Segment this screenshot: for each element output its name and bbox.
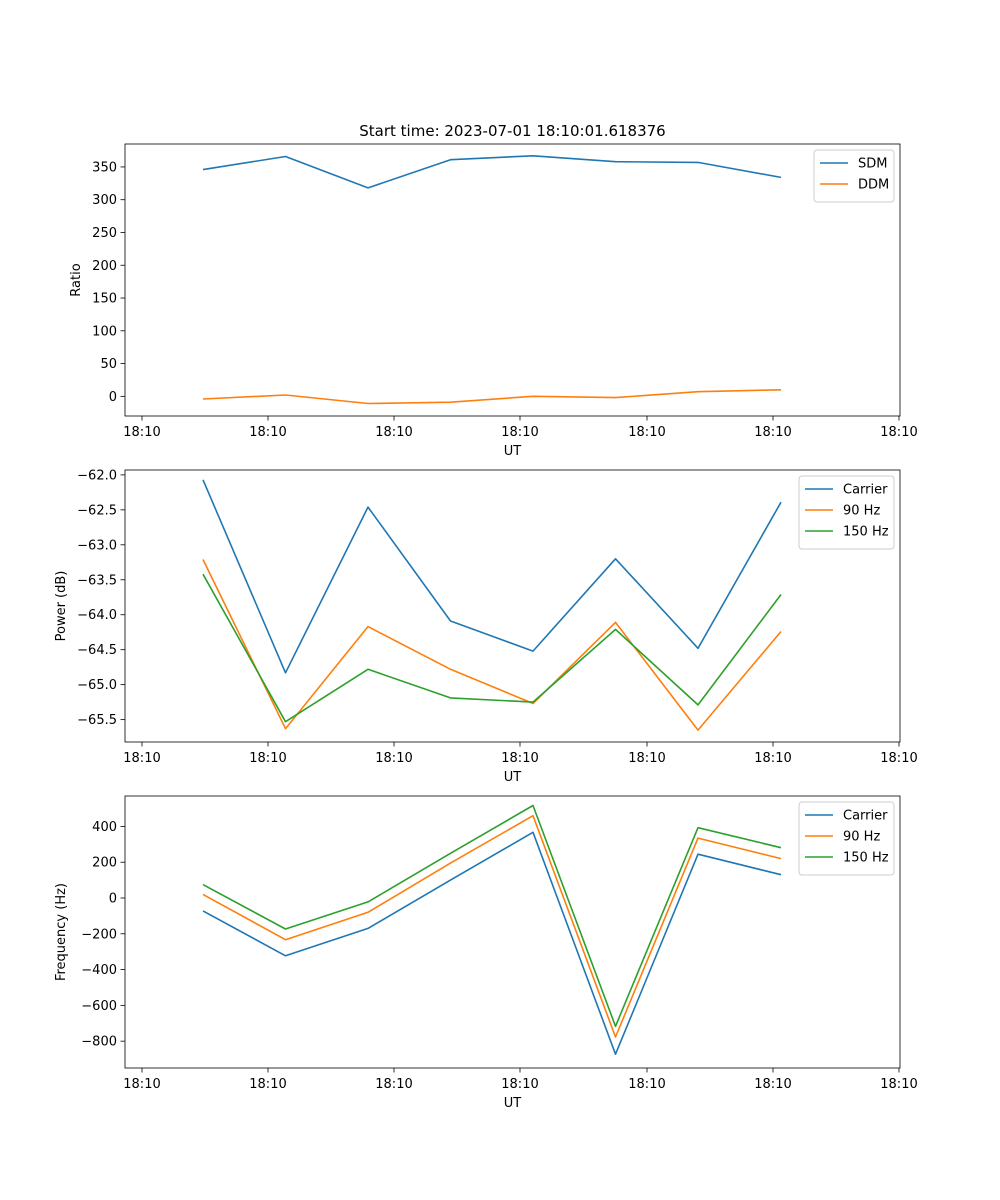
figure-title: Start time: 2023-07-01 18:10:01.618376 [359, 122, 665, 140]
axes-frame [124, 795, 901, 1069]
legend-label: 90 Hz [843, 830, 880, 845]
legend: Carrier 90 Hz 150 Hz [798, 475, 895, 550]
legend-label: Carrier [843, 809, 888, 824]
x-tick-label: 18:10 [501, 1077, 538, 1092]
y-axis-label: Ratio [69, 263, 84, 296]
x-tick-label: 18:10 [754, 425, 791, 440]
x-axis-label: UT [504, 1096, 522, 1111]
legend-label: 150 Hz [843, 525, 889, 540]
x-tick-label: 18:10 [501, 751, 538, 766]
x-tick-label: 18:10 [628, 751, 665, 766]
panels: 18:10 18:10 18:10 18:10 18:10 18:10 18:10 0 50 10… [54, 143, 918, 1111]
series-line-ddm [202, 389, 782, 405]
y-tick-label: −200 [81, 927, 117, 942]
y-tick-label: 0 [109, 892, 117, 907]
y-tick-label: 300 [92, 193, 117, 208]
legend-label: SDM [858, 157, 887, 172]
x-tick-label: 18:10 [123, 751, 160, 766]
x-axis-label: UT [504, 770, 522, 785]
legend-label: 150 Hz [843, 851, 889, 866]
legend-label: DDM [858, 178, 889, 193]
series-line-150-hz [202, 573, 782, 723]
y-tick-label: −63.0 [77, 538, 117, 553]
legend: SDM DDM [813, 149, 895, 203]
x-tick-label: 18:10 [249, 751, 286, 766]
axes-frame [124, 143, 901, 417]
y-tick-label: −65.0 [77, 678, 117, 693]
x-tick-label: 18:10 [375, 1077, 412, 1092]
y-tick-label: −800 [81, 1035, 117, 1050]
chart-panel-3: 18:10 18:10 18:10 18:10 18:10 18:10 18:10 −800 −… [54, 795, 918, 1111]
x-tick-label: 18:10 [628, 1077, 665, 1092]
y-tick-label: −63.5 [77, 573, 117, 588]
x-tick-label: 18:10 [375, 425, 412, 440]
y-tick-label: 250 [92, 226, 117, 241]
y-tick-label: −62.0 [77, 468, 117, 483]
x-tick-label: 18:10 [628, 425, 665, 440]
x-tick-label: 18:10 [375, 751, 412, 766]
y-tick-label: 350 [92, 160, 117, 175]
x-tick-label: 18:10 [123, 425, 160, 440]
x-tick-label: 18:10 [880, 1077, 917, 1092]
y-tick-label: 100 [92, 324, 117, 339]
x-tick-label: 18:10 [754, 751, 791, 766]
y-tick-label: 0 [109, 390, 117, 405]
series-line-90-hz [202, 559, 782, 731]
x-tick-label: 18:10 [249, 425, 286, 440]
x-tick-label: 18:10 [880, 425, 917, 440]
y-tick-label: −400 [81, 963, 117, 978]
series-line-150-hz [202, 804, 782, 1028]
series-line-sdm [202, 155, 782, 189]
legend: Carrier 90 Hz 150 Hz [798, 801, 895, 876]
chart-panel-1: 18:10 18:10 18:10 18:10 18:10 18:10 18:10 0 50 10… [69, 143, 918, 459]
y-tick-label: −64.0 [77, 608, 117, 623]
x-axis-label: UT [504, 444, 522, 459]
x-tick-label: 18:10 [754, 1077, 791, 1092]
y-tick-label: 400 [92, 820, 117, 835]
chart-panel-2: 18:10 18:10 18:10 18:10 18:10 18:10 18:10 −65.5… [54, 468, 918, 785]
y-tick-label: −62.5 [77, 503, 117, 518]
series-line-carrier [202, 831, 782, 1055]
y-tick-label: 200 [92, 259, 117, 274]
y-tick-label: 150 [92, 292, 117, 307]
y-tick-label: −600 [81, 999, 117, 1014]
y-tick-label: 200 [92, 856, 117, 871]
x-tick-label: 18:10 [880, 751, 917, 766]
y-tick-label: −64.5 [77, 643, 117, 658]
x-tick-label: 18:10 [123, 1077, 160, 1092]
series-line-90-hz [202, 814, 782, 1038]
x-tick-label: 18:10 [249, 1077, 286, 1092]
y-axis-label: Power (dB) [54, 571, 69, 642]
x-tick-label: 18:10 [501, 425, 538, 440]
y-tick-label: −65.5 [77, 713, 117, 728]
legend-label: Carrier [843, 483, 888, 498]
series-line-carrier [202, 479, 782, 674]
axes-frame [124, 469, 901, 743]
y-axis-label: Frequency (Hz) [54, 883, 69, 981]
y-tick-label: 50 [100, 357, 117, 372]
legend-label: 90 Hz [843, 504, 880, 519]
